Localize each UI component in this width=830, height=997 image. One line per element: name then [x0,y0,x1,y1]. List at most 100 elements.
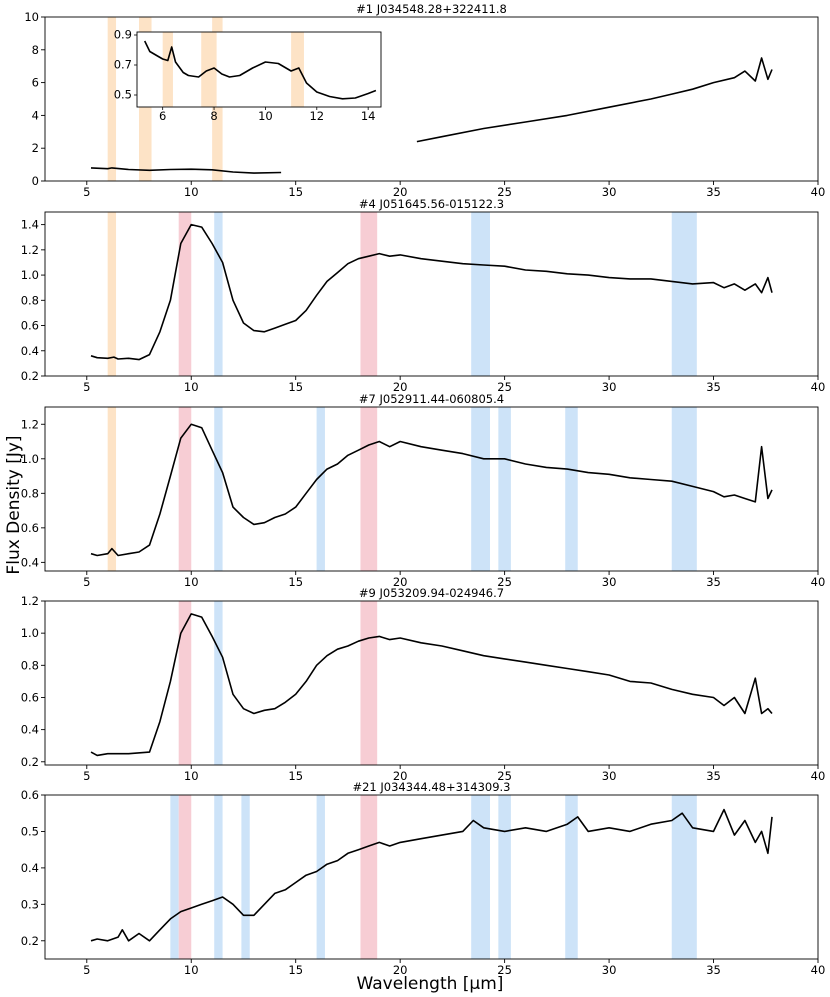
inset-band-3 [291,32,304,107]
y-tick-label: 0.2 [21,369,39,383]
y-tick-label: 0.4 [21,555,39,569]
band-blue-8 [565,407,578,571]
y-tick-label: 0.8 [21,658,39,672]
plot-frame [44,406,819,572]
y-tick-label: 1.2 [21,417,39,431]
y-tick-label: 0.6 [21,690,39,704]
panel-title: #9 J053209.94-024946.7 [359,586,504,600]
x-tick-label: 25 [497,575,512,589]
band-red-6 [360,795,378,959]
band-red-2 [178,407,192,571]
x-tick-label: 5 [83,769,90,783]
band-red-2 [178,795,192,959]
band-blue-1 [170,795,179,959]
band-orange-1 [107,17,117,181]
chart-panel-2: #4 J051645.56-015122.3 5 10 15 20 25 30 35 40 0.2… [21,197,826,394]
band-blue-9 [671,407,697,571]
x-tick-label: 25 [497,380,512,394]
y-tick-label: 4 [32,108,39,122]
x-tick-label: 10 [184,963,199,977]
inset-x-tick-label: 14 [361,109,376,123]
band-red-5 [360,407,378,571]
x-tick-label: 25 [497,963,512,977]
x-tick-label: 5 [83,575,90,589]
y-tick-label: 0.2 [21,755,39,769]
y-tick-label: 0.8 [21,486,39,500]
y-tick-label: 1.4 [21,218,39,232]
y-tick-label: 0.4 [21,723,39,737]
x-tick-label: 5 [83,963,90,977]
series-line-1 [90,167,282,174]
y-tick-label: 1.0 [21,268,39,282]
x-tick-label: 35 [706,769,721,783]
y-tick-label: 6 [32,76,39,90]
band-blue-7 [471,795,490,959]
y-tick-label: 0.4 [21,344,39,358]
band-blue-10 [671,795,697,959]
x-tick-label: 15 [288,185,303,199]
panel-title: #7 J052911.44-060805.4 [359,392,504,406]
x-tick-label: 30 [602,963,617,977]
inset-y-tick-label: 0.5 [114,88,132,102]
x-tick-label: 20 [393,769,408,783]
x-tick-label: 10 [184,380,199,394]
y-tick-label: 0.6 [21,319,39,333]
inset-y-tick-label: 0.9 [114,28,132,42]
x-tick-label: 20 [393,380,408,394]
x-tick-label: 5 [83,185,90,199]
x-tick-label: 15 [288,963,303,977]
inset-chart: 6 8 10 12 14 0.5 0.7 0.9 [114,28,382,123]
inset-frame [136,31,382,108]
x-tick-label: 35 [706,185,721,199]
x-tick-label: 30 [602,575,617,589]
band-blue-6 [471,407,490,571]
x-tick-label: 20 [393,963,408,977]
band-blue-4 [241,795,250,959]
band-orange-1 [107,212,117,376]
x-tick-label: 25 [497,769,512,783]
band-blue-3 [214,795,223,959]
band-red-1 [178,601,192,765]
y-tick-label: 0.4 [21,861,39,875]
chart-panel-1: #1 J034548.28+322411.8 5 10 15 20 25 30 35 40 0 2 4… [24,2,825,199]
band-blue-8 [498,795,511,959]
inset-x-tick-label: 12 [309,109,324,123]
y-tick-label: 0.6 [21,788,39,802]
y-tick-label: 0.2 [21,934,39,948]
y-axis-label: Flux Density [Jy] [4,435,24,574]
chart-panel-5: #21 J034344.48+314309.3 5 10 15 20 25 30 35 40 0.… [21,780,826,977]
band-red-2 [178,212,192,376]
x-tick-label: 10 [184,575,199,589]
band-blue-3 [214,407,223,571]
y-tick-label: 8 [32,43,39,57]
chart-panel-3: #7 J052911.44-060805.4 5 10 15 20 25 30 35 40 0.4… [21,392,826,589]
inset-x-tick-label: 8 [210,109,217,123]
band-blue-6 [671,212,697,376]
x-tick-label: 30 [602,769,617,783]
band-blue-5 [316,795,325,959]
x-tick-label: 40 [811,380,826,394]
chart-panel-4: #9 J053209.94-024946.7 5 10 15 20 25 30 35 40 0.2… [21,586,826,783]
panels: #1 J034548.28+322411.8 5 10 15 20 25 30 35 40 0 2 4… [21,2,826,977]
inset-y-tick-label: 0.7 [114,58,132,72]
y-tick-label: 0.3 [21,897,39,911]
inset-band-1 [162,32,173,107]
x-tick-label: 40 [811,575,826,589]
plot-frame [44,794,819,960]
band-blue-4 [316,407,325,571]
inset-x-tick-label: 6 [159,109,166,123]
band-blue-9 [565,795,578,959]
x-tick-label: 15 [288,769,303,783]
band-orange-1 [107,407,117,571]
x-tick-label: 30 [602,380,617,394]
plot-frame [44,16,819,182]
x-tick-label: 40 [811,963,826,977]
band-red-3 [360,601,378,765]
x-tick-label: 20 [393,185,408,199]
series-line-2 [416,57,773,143]
inset-series-line [143,40,377,100]
series-line-1 [90,613,773,757]
y-tick-label: 0 [32,174,39,188]
series-line-1 [90,808,773,942]
